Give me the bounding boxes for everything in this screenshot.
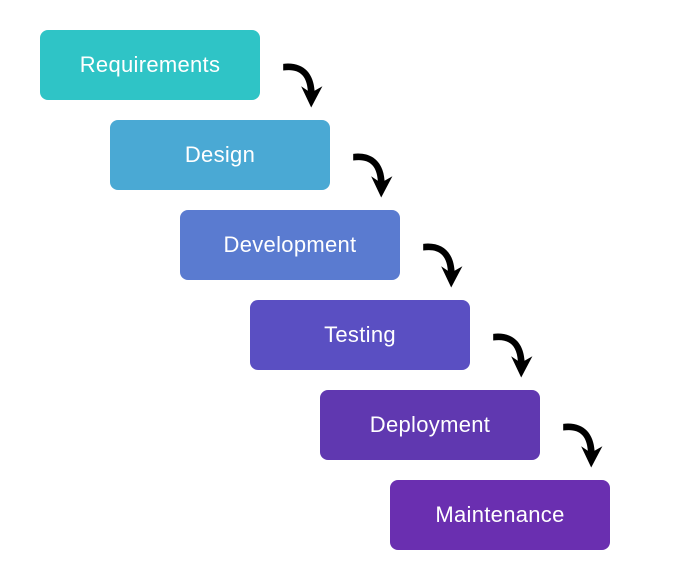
flow-arrow-icon xyxy=(342,146,398,202)
flow-arrow-icon xyxy=(482,326,538,382)
flow-arrow-icon xyxy=(412,236,468,292)
stage-box: Maintenance xyxy=(390,480,610,550)
flow-arrow-icon xyxy=(552,416,608,472)
stage-box: Deployment xyxy=(320,390,540,460)
stage-box: Development xyxy=(180,210,400,280)
stage-label: Maintenance xyxy=(435,502,564,528)
stage-label: Deployment xyxy=(370,412,490,438)
stage-box: Design xyxy=(110,120,330,190)
stage-label: Design xyxy=(185,142,255,168)
waterfall-diagram: Requirements Design Development Testing Depl… xyxy=(0,0,680,570)
stage-label: Testing xyxy=(324,322,396,348)
flow-arrow-icon xyxy=(272,56,328,112)
stage-label: Development xyxy=(224,232,357,258)
stage-box: Testing xyxy=(250,300,470,370)
stage-label: Requirements xyxy=(80,52,221,78)
stage-box: Requirements xyxy=(40,30,260,100)
